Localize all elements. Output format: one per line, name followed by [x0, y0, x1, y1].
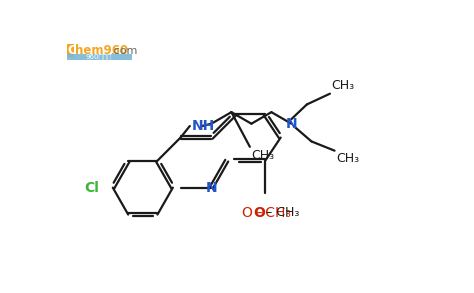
Text: CH₃: CH₃ [336, 152, 359, 165]
Text: Cl: Cl [84, 180, 99, 195]
Text: O – CH₃: O – CH₃ [242, 206, 292, 220]
Text: .com: .com [110, 45, 138, 56]
Text: – CH₃: – CH₃ [266, 206, 300, 219]
Text: N: N [286, 117, 297, 131]
Text: O: O [253, 206, 265, 220]
Text: NH: NH [191, 119, 215, 133]
Text: CH₃: CH₃ [331, 79, 355, 92]
Text: 960化工网: 960化工网 [86, 53, 112, 60]
Text: C: C [67, 44, 76, 57]
Text: hem960: hem960 [75, 44, 128, 57]
Text: CH₃: CH₃ [251, 149, 274, 162]
Text: N: N [206, 180, 217, 195]
FancyBboxPatch shape [66, 54, 132, 60]
FancyBboxPatch shape [66, 45, 74, 57]
